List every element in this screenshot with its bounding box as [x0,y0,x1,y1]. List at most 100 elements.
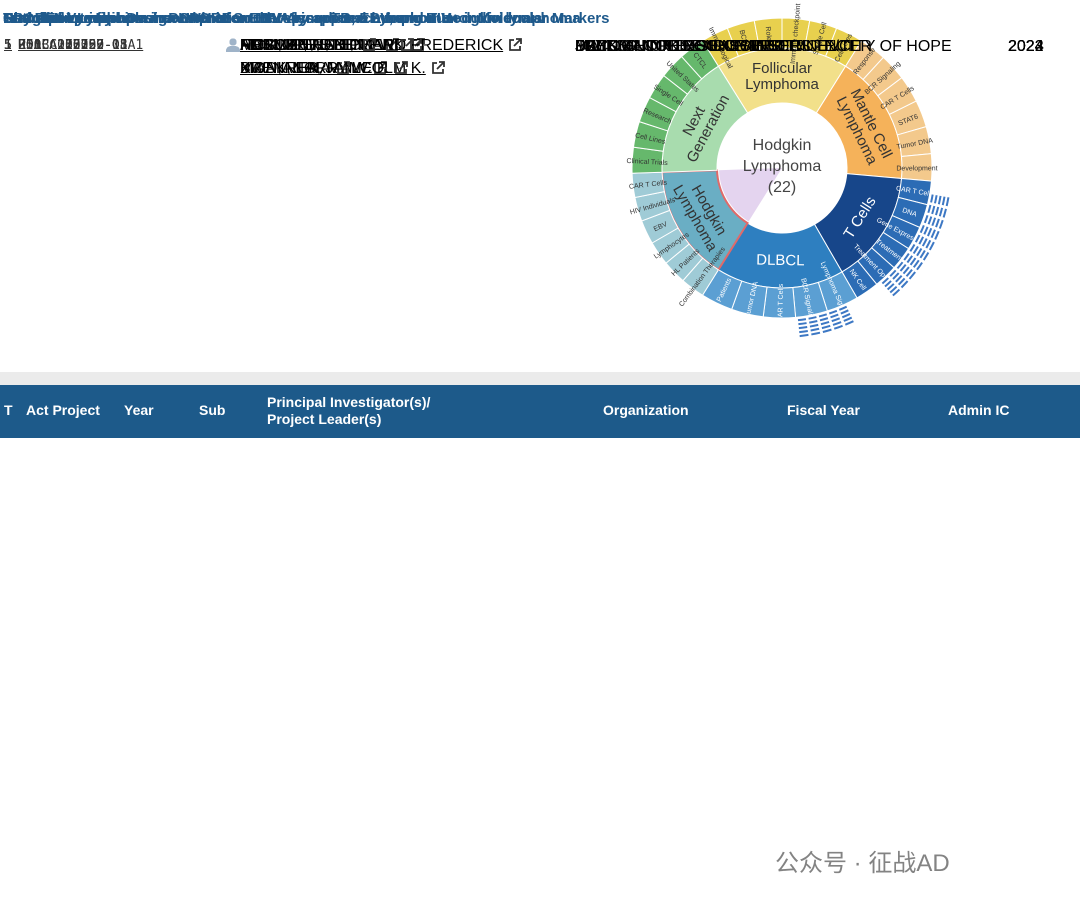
stripe [810,327,820,332]
fiscal-year: 2024 [1008,38,1044,55]
project-number[interactable]: R01CA250069-05 [18,38,128,53]
organization: FRED HUTCHINSON CANCER CENTER [575,38,872,55]
stripe [818,313,828,318]
stripe [798,322,807,326]
child-label: CAR T Cells [777,283,785,322]
project-number[interactable]: ZIABC012136-01 [18,38,128,53]
external-link-icon[interactable] [393,60,409,76]
organization: DIVISION OF BASIC SCIENCES - NCI [575,38,853,55]
stripe [881,277,889,285]
person-icon [226,38,240,52]
stripe [799,329,808,334]
external-link-icon[interactable] [384,37,400,53]
organization: BAYLOR COLLEGE OF MEDICINE [575,38,829,55]
project-title[interactable]: SPORE in Lymphoma [3,10,157,27]
stripe [922,252,930,261]
stripe [938,207,944,217]
project-number[interactable]: P50CA107399-15 [18,38,128,53]
project-title[interactable]: Translation of a novel combination thera… [3,10,581,27]
stripe [811,331,821,336]
stripe [809,320,818,324]
stripe [923,214,929,224]
stripe [833,324,843,330]
stripe [797,318,807,322]
highlight [719,168,782,222]
stripe [937,195,942,205]
external-link-icon[interactable] [399,37,415,53]
column-header: Admin IC [948,402,1010,418]
stripe [896,261,904,270]
segment-label-line: Lymphoma [745,76,819,93]
pi-name[interactable]: AMBINDER, RICHARD FREDERICK [240,37,504,54]
external-link-icon[interactable] [372,60,388,76]
external-link-icon[interactable] [335,60,351,76]
child-label: DNA [901,207,918,218]
stripe [831,317,841,323]
pi-name[interactable]: NAIK, SHRUTHI [240,37,358,54]
external-link-icon[interactable] [430,60,446,76]
stripe [832,321,842,326]
stripe [930,229,936,239]
stripe [935,218,940,228]
table-body: City of Hope Lymphoma SPORE 5 P50CA107399-… [0,10,1080,166]
pi-name[interactable]: KWAK, LARRY W [240,60,368,77]
stripe [916,248,923,257]
center-line: Hodgkin [753,137,812,154]
stripe [899,264,907,272]
stripe [919,250,926,259]
stripe [892,272,900,280]
project-number[interactable]: P50CA126752-18 [18,38,128,53]
segment-label-line: DLBCL [756,252,805,270]
fiscal-year: 2024 [1008,38,1044,55]
stripe [914,234,921,243]
segment-label: Follicular Lymphoma [745,60,819,93]
project-number[interactable]: R01CA285227-01A1 [18,38,144,53]
project-number[interactable]: U01CA272257-03 [18,38,128,53]
stripe [918,236,925,245]
stripe [945,197,950,207]
column-header: Project Leader(s) [267,411,382,427]
result-row: SPORE in Lymphoma 5 P50CA126752-18 HESLOP, … [0,10,1080,166]
segment-label: DLBCL [756,252,805,270]
stripe [921,238,928,247]
stripe [889,285,898,294]
stripe [843,316,853,322]
pi-name[interactable]: HESLOP, HELEN E [240,37,381,54]
stripe [912,259,920,268]
column-header: Year [124,402,154,418]
pi-name[interactable]: XIAN, RENA [240,60,331,77]
organization: BECKMAN RESEARCH INSTITUTE/CITY OF HOPE [575,38,952,55]
stripe [919,224,925,234]
external-link-icon[interactable] [507,37,523,53]
fiscal-year: 2024 [1008,38,1044,55]
stripe [906,255,913,264]
stripe [927,216,933,225]
pi-name[interactable]: MODIANO, JAIME F. [240,60,390,77]
project-title[interactable]: Rational Vaccine Design to prevent HIV-A… [3,10,451,27]
project-title[interactable]: Checkpoint inhibitor treatment for EBV+ … [3,10,543,27]
stripe [819,317,829,322]
external-link-icon[interactable] [361,37,377,53]
watermark: 公众号 · 征战AD [775,850,950,877]
stripe [844,320,854,326]
stripe [916,261,923,271]
project-title[interactable]: Hodgkin Lymphoma in PLWH in South Africa… [3,10,610,27]
stripe [838,305,848,311]
stripe [909,257,917,266]
organization: JOHNS HOPKINS UNIVERSITY [575,38,807,55]
stripe [942,208,947,218]
type: 5 [4,38,12,53]
stripe [897,277,906,286]
pi-name[interactable]: MCGUIRE, ANDREW [240,37,395,54]
stripe [828,309,838,315]
pi-name[interactable]: BRENNER, MALCOLM K. [240,60,426,77]
project-title[interactable]: City of Hope Lymphoma SPORE [3,10,232,27]
stripe [931,217,937,227]
stripe [930,194,934,203]
type: 1 [4,38,12,53]
